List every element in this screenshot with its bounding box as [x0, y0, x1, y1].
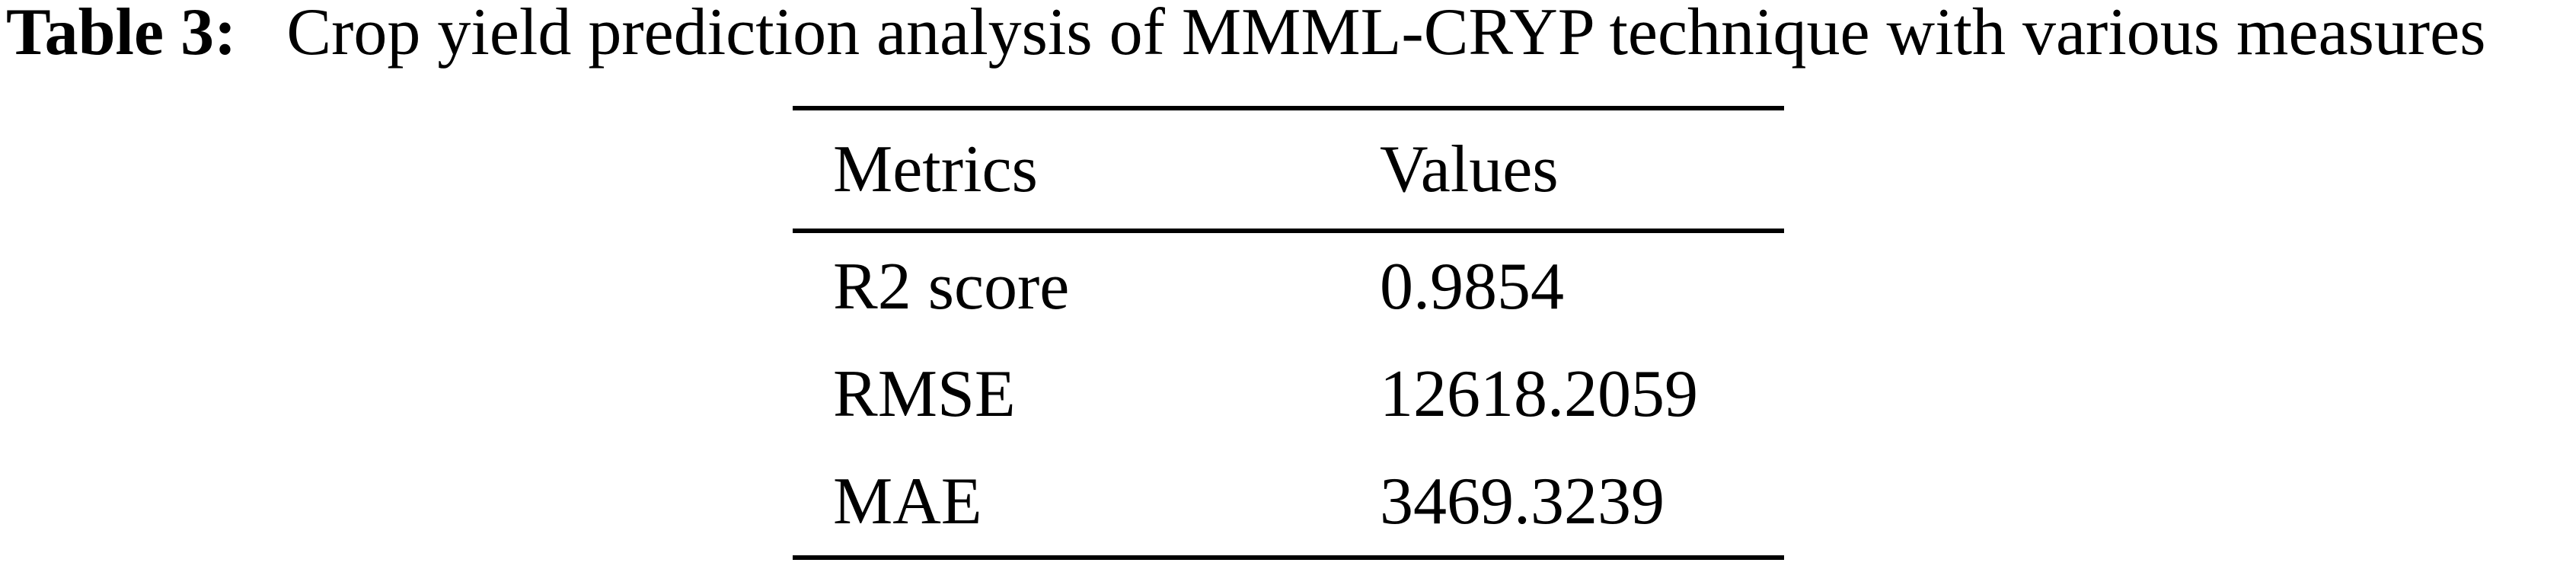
- value-cell: 12618.2059: [1380, 357, 1698, 431]
- metric-cell: RMSE: [833, 357, 1016, 431]
- table-header-row: Metrics Values: [793, 110, 1784, 233]
- table-caption-label: Table 3:: [6, 0, 237, 69]
- table-caption-text: Crop yield prediction analysis of MMML-C…: [286, 0, 2486, 69]
- value-cell: 0.9854: [1380, 250, 1564, 324]
- metric-cell: MAE: [833, 465, 982, 539]
- value-cell: 3469.3239: [1380, 465, 1665, 539]
- column-header-metrics: Metrics: [833, 133, 1038, 206]
- metric-cell: R2 score: [833, 250, 1070, 324]
- table-row: RMSE 12618.2059: [793, 340, 1784, 448]
- results-table: Metrics Values R2 score 0.9854 RMSE 1261…: [793, 106, 1784, 560]
- column-header-values: Values: [1380, 133, 1559, 206]
- table-caption: Table 3: Crop yield prediction analysis o…: [6, 0, 2485, 66]
- table-row: R2 score 0.9854: [793, 233, 1784, 340]
- table-row: MAE 3469.3239: [793, 448, 1784, 555]
